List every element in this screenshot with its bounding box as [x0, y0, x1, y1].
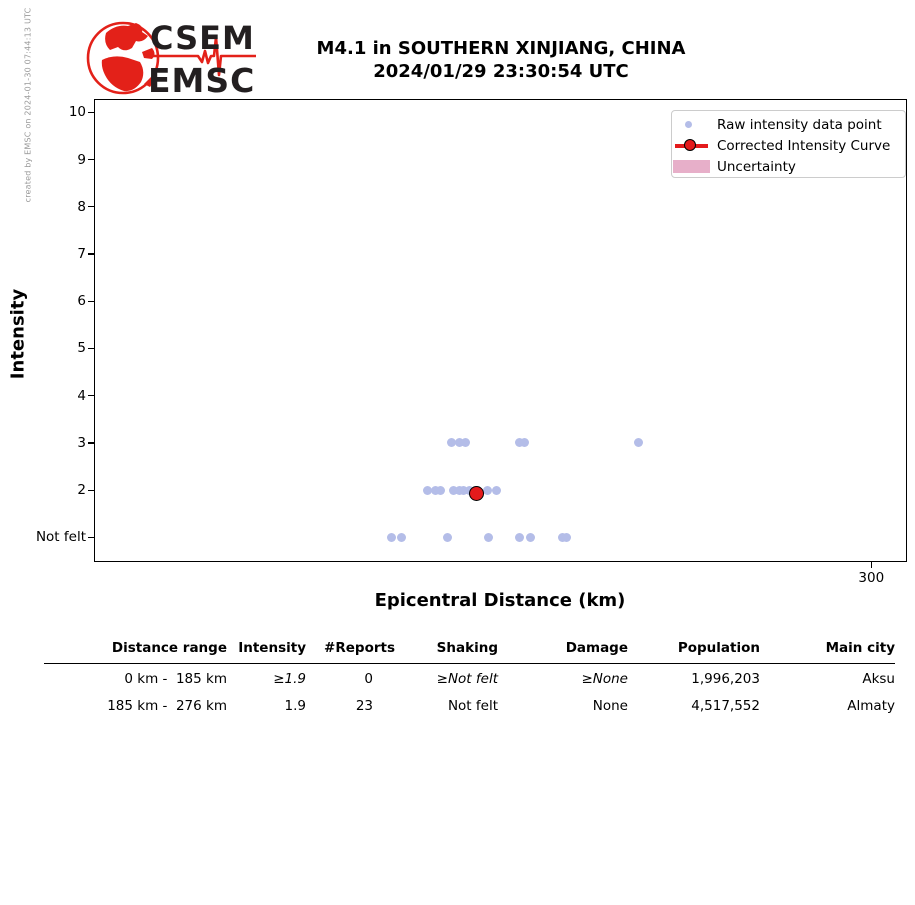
- table-cell-shaking: ≥Not felt: [436, 671, 498, 687]
- table-header-distance-range: Distance range: [44, 638, 227, 664]
- emsc-logo: CSEM EMSC: [86, 12, 266, 104]
- raw-intensity-data-point: [436, 485, 446, 495]
- table-cell-distance-range: 0 km - 185 km: [124, 671, 227, 687]
- y-tick-label: 9: [77, 151, 86, 168]
- plot-legend: Raw intensity data point Corrected Inten…: [671, 110, 906, 178]
- raw-intensity-data-point: [423, 485, 432, 495]
- table-cell-distance-range: 185 km - 276 km: [107, 698, 227, 714]
- table-header-population: Population: [628, 638, 760, 664]
- raw-point-marker-icon: [672, 114, 717, 135]
- raw-intensity-data-point: [449, 485, 459, 495]
- y-tick-label: 8: [77, 198, 86, 215]
- legend-item-corrected: Corrected Intensity Curve: [672, 135, 905, 156]
- y-tick-mark: [88, 489, 95, 491]
- corrected-intensity-point: [469, 486, 485, 502]
- raw-intensity-data-point: [430, 485, 440, 495]
- legend-item-uncertainty: Uncertainty: [672, 156, 905, 177]
- table-cell-reports: 0: [364, 671, 373, 687]
- raw-intensity-data-point: [520, 438, 530, 448]
- report-summary-table-wrap: Distance range Intensity #Reports Shaking Da…: [44, 638, 895, 718]
- y-tick-mark: [88, 206, 95, 208]
- figure-title: M4.1 in SOUTHERN XINJIANG, CHINA 2024/01…: [201, 37, 801, 83]
- report-summary-table: Distance range Intensity #Reports Shaking Da…: [44, 638, 895, 718]
- y-tick-mark: [88, 536, 95, 539]
- legend-label-raw: Raw intensity data point: [717, 116, 882, 133]
- title-datetime: 2024/01/29 23:30:54 UTC: [373, 61, 629, 82]
- raw-intensity-data-point: [461, 438, 471, 448]
- table-header-damage: Damage: [498, 638, 628, 664]
- y-tick-label: 5: [77, 340, 86, 357]
- table-cell-intensity: 1.9: [284, 698, 306, 714]
- y-tick-mark: [88, 111, 95, 113]
- logo-text-emsc: EMSC: [148, 61, 256, 100]
- raw-intensity-data-point: [459, 485, 469, 495]
- corrected-curve-marker-icon: [672, 135, 717, 156]
- table-cell-main-city: Almaty: [847, 698, 895, 714]
- x-tick-mark: [870, 561, 872, 568]
- legend-label-corrected: Corrected Intensity Curve: [717, 137, 891, 154]
- raw-intensity-data-point: [454, 485, 464, 495]
- table-header-shaking: Shaking: [395, 638, 498, 664]
- legend-label-uncertainty: Uncertainty: [717, 158, 796, 175]
- raw-intensity-data-point: [447, 438, 457, 448]
- raw-intensity-data-point: [387, 532, 397, 542]
- table-header-reports: #Reports: [306, 638, 395, 664]
- y-tick-label: 3: [77, 434, 86, 451]
- logo-text-csem: CSEM: [150, 19, 255, 57]
- y-tick-label: Not felt: [35, 529, 86, 546]
- y-tick-label: 4: [77, 387, 86, 404]
- y-tick-label: 6: [77, 293, 86, 310]
- table-cell-intensity: ≥1.9: [273, 671, 306, 687]
- y-tick-mark: [88, 395, 95, 397]
- raw-intensity-data-point: [514, 438, 524, 448]
- table-cell-main-city: Aksu: [862, 671, 895, 687]
- table-header-row: Distance range Intensity #Reports Shaking Da…: [44, 638, 895, 664]
- title-event: M4.1 in SOUTHERN XINJIANG, CHINA: [316, 38, 686, 59]
- y-tick-mark: [88, 347, 95, 350]
- table-row: 185 km - 276 km 1.9 23 Not felt None 4,517,55…: [44, 691, 895, 718]
- table-cell-population: 1,996,203: [691, 671, 760, 687]
- y-tick-mark: [88, 158, 95, 161]
- y-tick-label: 2: [77, 482, 86, 499]
- table-row: 0 km - 185 km ≥1.9 0 ≥Not felt ≥None 1,996,20…: [44, 664, 895, 692]
- raw-intensity-data-point: [633, 438, 643, 448]
- y-tick-label: 7: [77, 245, 86, 262]
- raw-intensity-data-point: [491, 485, 501, 495]
- legend-item-raw: Raw intensity data point: [672, 114, 905, 135]
- raw-intensity-data-point: [482, 485, 492, 495]
- y-tick-mark: [88, 253, 95, 255]
- x-axis-label: Epicentral Distance (km): [374, 590, 626, 611]
- y-tick-mark: [88, 300, 95, 302]
- x-tick-label: 300: [858, 570, 885, 586]
- raw-intensity-data-point: [561, 532, 571, 542]
- table-cell-damage: None: [592, 698, 628, 714]
- raw-intensity-data-point: [443, 532, 453, 542]
- raw-intensity-data-point: [484, 532, 494, 542]
- uncertainty-patch-icon: [672, 156, 717, 177]
- raw-intensity-data-point: [396, 532, 406, 542]
- table-cell-reports: 23: [355, 698, 373, 714]
- raw-intensity-data-point: [515, 532, 525, 542]
- table-cell-shaking: Not felt: [447, 698, 498, 714]
- table-cell-population: 4,517,552: [691, 698, 760, 714]
- table-header-intensity: Intensity: [227, 638, 306, 664]
- table-header-main-city: Main city: [760, 638, 895, 664]
- table-cell-damage: ≥None: [581, 671, 628, 687]
- raw-intensity-data-point: [525, 532, 535, 542]
- raw-intensity-data-point: [455, 438, 465, 448]
- y-tick-mark: [88, 442, 95, 444]
- globe-icon: [86, 21, 256, 95]
- y-tick-label: 10: [68, 104, 86, 121]
